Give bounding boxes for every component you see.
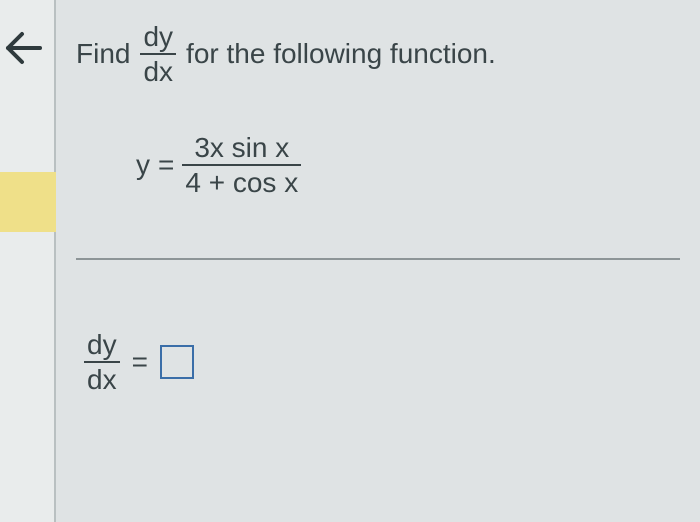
rail-highlight	[0, 172, 56, 232]
answer-fraction-numerator: dy	[84, 330, 120, 361]
prompt-line: Find dy dx for the following function.	[76, 22, 680, 87]
answer-fraction-denominator: dx	[84, 361, 120, 394]
equation-row: y = 3x sin x 4 + cos x	[136, 133, 680, 198]
equation-denominator: 4 + cos x	[182, 164, 301, 197]
equals-sign: =	[158, 149, 174, 181]
prompt-suffix: for the following function.	[186, 38, 496, 70]
answer-input-box[interactable]	[160, 345, 194, 379]
dy-dx-fraction: dy dx	[140, 22, 176, 87]
problem-content: Find dy dx for the following function. y…	[76, 22, 680, 394]
left-rail	[0, 0, 56, 522]
section-divider	[76, 258, 680, 260]
fraction-numerator: dy	[140, 22, 176, 53]
prompt-prefix: Find	[76, 38, 130, 70]
equation-numerator: 3x sin x	[191, 133, 292, 164]
answer-equals: =	[132, 346, 148, 378]
equation-rhs-fraction: 3x sin x 4 + cos x	[182, 133, 301, 198]
answer-row: dy dx =	[84, 330, 680, 395]
fraction-denominator: dx	[140, 53, 176, 86]
back-arrow-icon[interactable]	[0, 24, 50, 72]
answer-dy-dx-fraction: dy dx	[84, 330, 120, 395]
equation-lhs: y	[136, 149, 150, 181]
